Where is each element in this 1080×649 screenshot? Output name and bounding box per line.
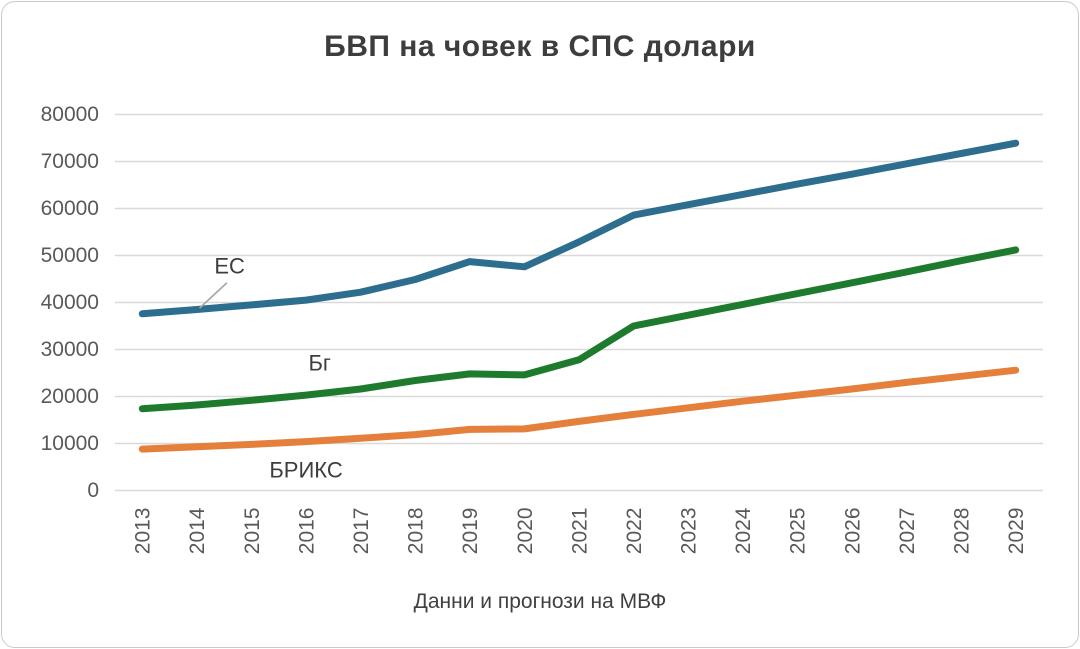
chart-title: БВП на човек в СПС долари [324, 30, 756, 63]
x-tick-label: 2025 [787, 508, 810, 555]
y-tick-label: 10000 [41, 432, 99, 455]
y-tick-label: 60000 [41, 197, 99, 220]
x-tick-label: 2015 [241, 508, 264, 555]
x-tick-label: 2017 [350, 508, 373, 555]
annotation-leader-line [199, 282, 228, 309]
x-tick-label: 2019 [459, 507, 482, 554]
x-tick-label: 2028 [950, 508, 973, 555]
x-tick-label: 2016 [295, 508, 318, 555]
x-tick-label: 2014 [186, 507, 209, 554]
y-tick-label: 0 [87, 479, 99, 502]
series-line-2 [138, 366, 1020, 453]
y-tick-label: 50000 [41, 244, 99, 267]
x-tick-label: 2013 [132, 508, 155, 555]
y-tick-label: 70000 [41, 150, 99, 173]
x-tick-label: 2018 [405, 508, 428, 555]
x-axis-caption: Данни и прогнози на МВФ [413, 590, 667, 613]
series-label: ЕС [214, 253, 245, 278]
x-tick-label: 2021 [568, 508, 591, 555]
y-tick-label: 40000 [41, 291, 99, 314]
x-tick-label: 2029 [1005, 507, 1028, 554]
x-tick-label: 2022 [623, 508, 646, 555]
y-tick-label: 30000 [41, 338, 99, 361]
y-tick-label: 80000 [41, 103, 99, 126]
series-label: БРИКС [269, 457, 342, 482]
series-line-1 [138, 246, 1020, 413]
x-tick-label: 2026 [841, 508, 864, 555]
x-tick-label: 2024 [732, 507, 755, 554]
series-label: Бг [308, 351, 330, 376]
x-tick-label: 2020 [514, 508, 537, 555]
x-tick-label: 2027 [896, 508, 919, 555]
x-tick-label: 2023 [678, 508, 701, 555]
y-tick-label: 20000 [41, 385, 99, 408]
series-line-0 [138, 139, 1020, 318]
